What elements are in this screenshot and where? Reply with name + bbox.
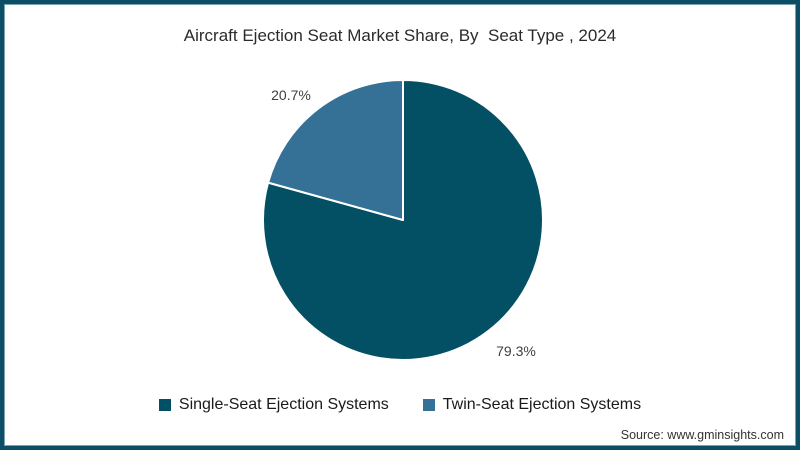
pie-slice-1 [267,79,404,221]
legend-swatch-twin-seat [422,399,435,411]
chart-title: Aircraft Ejection Seat Market Share, By … [183,26,617,45]
legend: Single-Seat Ejection Systems Twin-Seat E… [4,396,796,414]
legend-label-single-seat: Single-Seat Ejection Systems [178,396,389,413]
legend-label-twin-seat: Twin-Seat Ejection Systems [442,396,642,413]
legend-swatch-single-seat [158,399,171,411]
source-note: Source: www.gminsights.com [620,428,784,442]
legend-item-twin-seat: Twin-Seat Ejection Systems [422,396,642,414]
legend-item-single-seat: Single-Seat Ejection Systems [158,396,389,414]
slice-label-twin-seat: 20.7% [271,87,311,103]
slice-label-single-seat: 79.3% [496,343,536,359]
pie-chart [262,79,544,361]
pie-slice-0 [262,79,544,361]
